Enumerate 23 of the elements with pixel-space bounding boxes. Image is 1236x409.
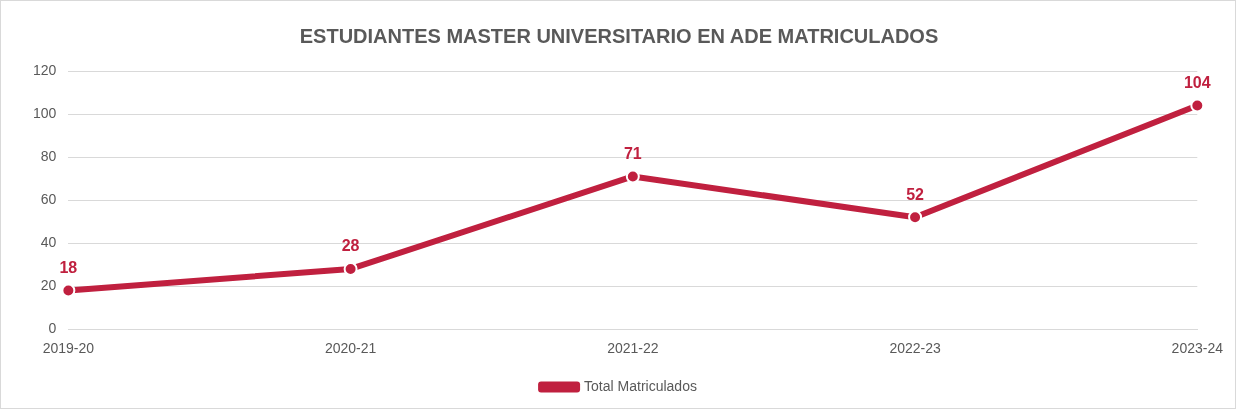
point <box>908 210 923 225</box>
data-label: 28 <box>341 237 360 255</box>
chart-title: ESTUDIANTES MASTER UNIVERSITARIO EN ADE MATRICULADOS <box>299 24 939 47</box>
point <box>1190 98 1205 113</box>
y-tick-label: 100 <box>33 104 57 121</box>
data-label: 71 <box>623 144 642 162</box>
x-tick-label: 2019-20 <box>42 340 95 357</box>
point <box>625 169 640 184</box>
x-tick-label: 2023-24 <box>1171 340 1224 357</box>
x-tick-label: 2022-23 <box>889 340 941 357</box>
legend-label: Total Matriculados <box>584 377 697 394</box>
y-tick-label: 0 <box>48 320 57 337</box>
y-tick-label: 80 <box>40 147 57 164</box>
y-tick-label: 20 <box>40 277 57 294</box>
x-tick-label: 2021-22 <box>607 340 659 357</box>
data-label: 52 <box>906 185 925 203</box>
point <box>61 283 76 298</box>
y-tick-label: 60 <box>40 190 57 207</box>
x-tick-label: 2020-21 <box>324 340 377 357</box>
data-label: 104 <box>1183 73 1211 91</box>
y-tick-label: 120 <box>33 61 57 78</box>
data-label: 18 <box>59 258 78 276</box>
y-tick-label: 40 <box>40 233 57 250</box>
